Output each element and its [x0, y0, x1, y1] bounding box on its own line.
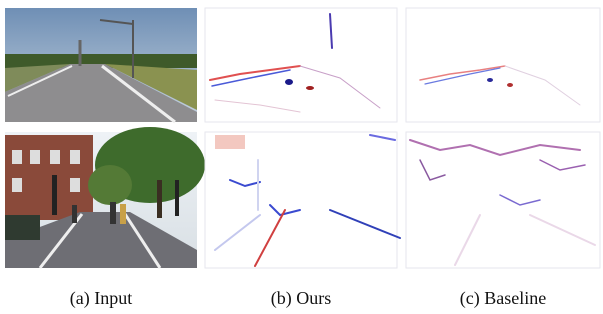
- figure: (a) Input (b) Ours (c) Baseline: [0, 0, 603, 314]
- red-spot: [306, 86, 314, 90]
- pedestrian: [120, 204, 126, 224]
- hedge: [5, 215, 40, 240]
- caption: (a) Input: [70, 288, 132, 309]
- map-frame: [205, 8, 397, 122]
- map-frame: [406, 132, 600, 268]
- window: [12, 178, 22, 192]
- input-image-2: [5, 127, 205, 268]
- page: {"captions": ["(a) Input", "(b) Ours", "…: [0, 0, 603, 314]
- pedestrian: [110, 202, 116, 224]
- red-spot: [507, 83, 513, 87]
- baseline-map-1: [406, 8, 600, 122]
- red-region: [215, 135, 245, 149]
- window: [70, 150, 80, 164]
- pedestrian: [72, 205, 77, 223]
- traffic-light: [175, 180, 179, 216]
- input-image-1: [5, 8, 197, 122]
- building: [5, 135, 93, 220]
- window: [30, 150, 40, 164]
- map-frame: [406, 8, 600, 122]
- blue-spot: [487, 78, 493, 82]
- window: [12, 150, 22, 164]
- window: [70, 178, 80, 192]
- caption: (b) Ours: [271, 288, 332, 309]
- baseline-map-2: [406, 132, 600, 268]
- ours-map-2: [205, 132, 400, 268]
- map-frame: [205, 132, 397, 268]
- traffic-light: [52, 175, 57, 215]
- tree: [88, 165, 132, 205]
- blue-spot: [285, 79, 293, 85]
- caption: (c) Baseline: [460, 288, 546, 309]
- trunk: [157, 180, 162, 218]
- window: [50, 150, 60, 164]
- ours-map-1: [205, 8, 397, 122]
